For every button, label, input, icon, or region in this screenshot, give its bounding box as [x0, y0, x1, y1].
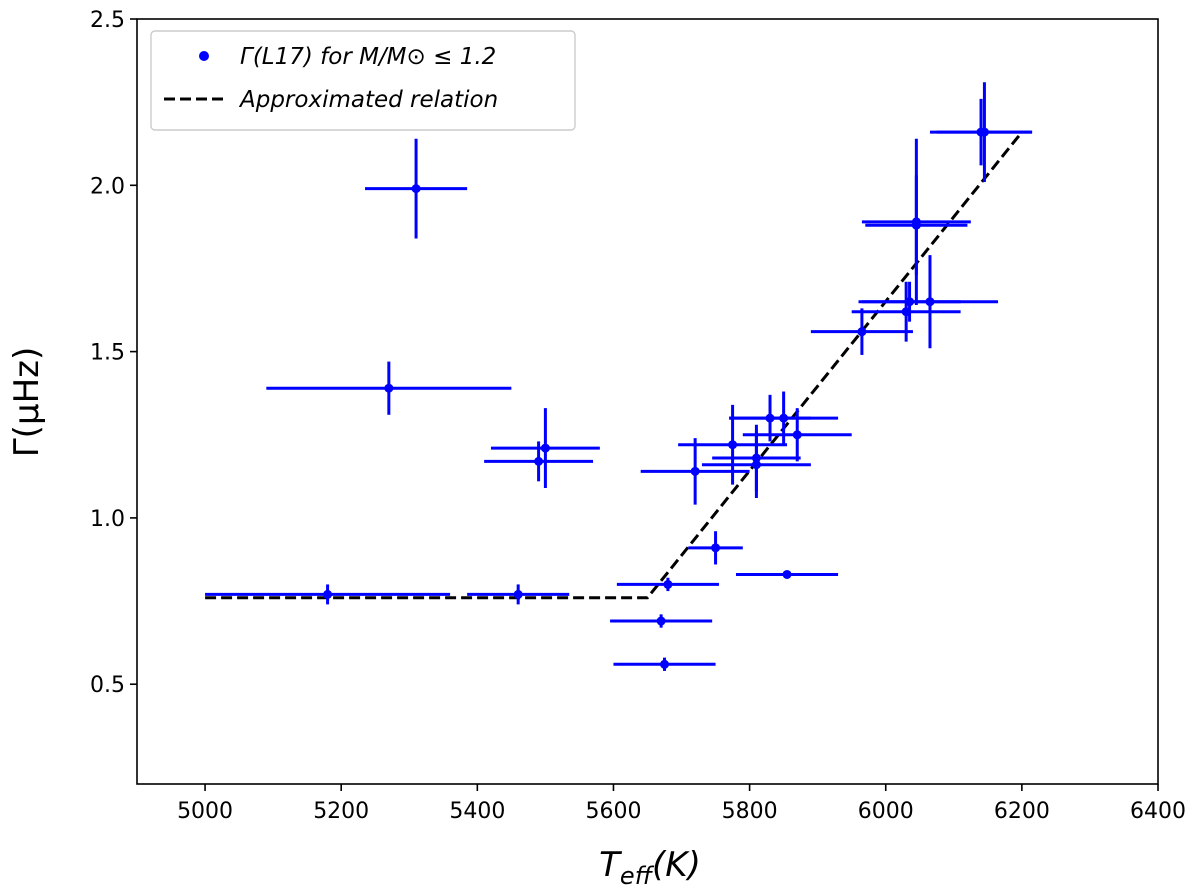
data-point: [613, 657, 716, 671]
point-marker: [663, 579, 673, 589]
data-point: [742, 408, 852, 462]
y-tick-label: 1.0: [90, 507, 125, 532]
point-marker: [782, 569, 792, 579]
point-marker: [925, 297, 935, 307]
legend: Γ(L17) for M/M⊙ ≤ 1.2 Approximated relat…: [150, 30, 576, 131]
data-point: [616, 577, 719, 592]
data-points: [205, 82, 1033, 671]
x-tick-label: 6000: [858, 799, 914, 824]
x-tick-label: 5800: [722, 799, 778, 824]
point-marker: [728, 440, 738, 450]
point-marker: [534, 456, 544, 466]
y-axis: 0.5 1.0 1.5 2.0 2.5: [90, 8, 137, 698]
point-marker: [411, 184, 421, 194]
x-tick-label: 5000: [177, 799, 233, 824]
y-tick-label: 2.0: [90, 174, 125, 199]
data-point: [467, 584, 570, 605]
point-marker: [779, 413, 789, 423]
y-tick-label: 0.5: [90, 673, 125, 698]
y-tick-label: 1.5: [90, 341, 125, 366]
x-tick-label: 6400: [1130, 799, 1186, 824]
point-marker: [911, 217, 921, 227]
point-marker: [979, 127, 989, 137]
point-marker: [540, 443, 550, 453]
legend-label-line: Approximated relation: [238, 87, 498, 113]
x-tick-label: 5400: [449, 799, 505, 824]
x-axis-label-main: T: [599, 845, 622, 885]
point-marker: [792, 430, 802, 440]
data-point: [610, 614, 713, 628]
x-tick-label: 5600: [585, 799, 641, 824]
legend-marker-points: [199, 51, 209, 61]
point-marker: [384, 383, 394, 393]
point-marker: [513, 589, 523, 599]
x-axis-label-unit: (K): [652, 845, 701, 885]
point-marker: [751, 453, 761, 463]
point-marker: [690, 466, 700, 476]
data-point: [490, 408, 600, 488]
data-point: [688, 531, 743, 565]
data-point: [729, 391, 839, 445]
relation-path: [205, 131, 1024, 600]
data-point: [205, 584, 451, 605]
data-point: [861, 255, 999, 349]
point-marker: [323, 589, 333, 599]
approximated-relation-line: [205, 131, 1024, 600]
data-point: [861, 138, 971, 306]
data-point: [735, 569, 839, 579]
legend-label-points: Γ(L17) for M/M⊙ ≤ 1.2: [240, 44, 496, 70]
point-marker: [660, 659, 670, 669]
plot-frame: [136, 18, 1159, 785]
point-marker: [656, 616, 666, 626]
point-marker: [857, 327, 867, 337]
x-axis: 5000 5200 5400 5600 5800 6000 6200 6400: [177, 784, 1186, 824]
x-tick-label: 6200: [994, 799, 1050, 824]
point-marker: [711, 543, 721, 553]
x-axis-label: Teff(K): [599, 845, 701, 890]
data-point: [810, 308, 913, 355]
x-axis-label-sub: eff: [620, 862, 655, 890]
x-tick-label: 5200: [313, 799, 369, 824]
data-point: [936, 82, 1033, 182]
legend-box: [150, 30, 576, 131]
data-point: [484, 441, 594, 482]
data-point: [266, 361, 512, 415]
data-point: [365, 138, 468, 239]
y-tick-label: 2.5: [90, 8, 125, 33]
y-axis-label: Γ(μHz): [7, 347, 47, 458]
